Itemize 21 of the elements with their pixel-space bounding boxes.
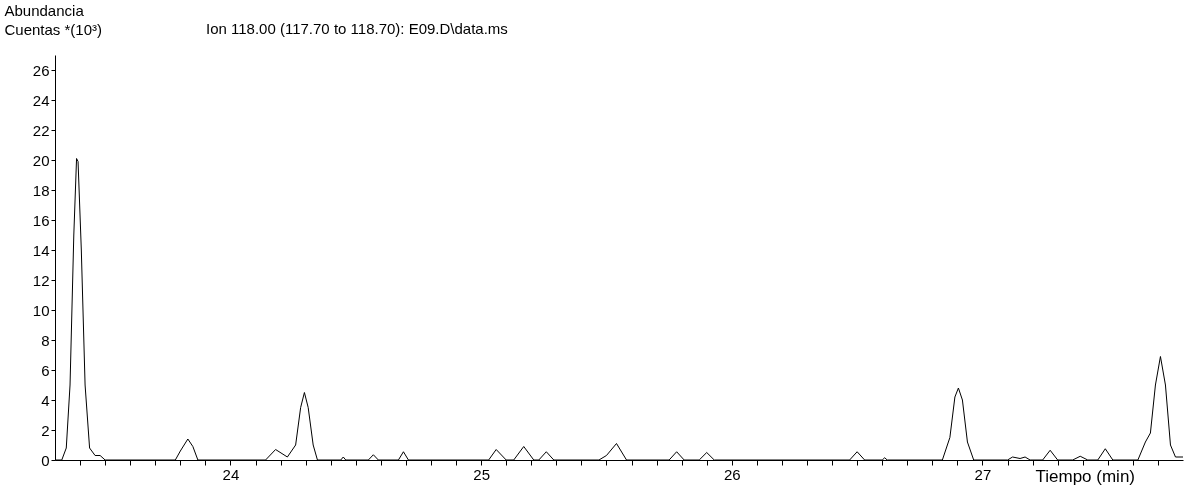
y-tick-label: 2 xyxy=(41,421,50,439)
y-tick-label: 0 xyxy=(41,451,50,469)
y-tick-label: 4 xyxy=(41,391,50,409)
y-tick-label: 20 xyxy=(32,151,50,169)
x-tick-label: 25 xyxy=(473,465,490,483)
y-axis-title: Abundancia Cuentas *(10³) xyxy=(4,1,103,38)
y-tick-label: 16 xyxy=(32,211,50,229)
x-axis-title: Tiempo (min) xyxy=(1035,466,1135,486)
y-tick-label: 12 xyxy=(32,271,50,289)
y-tick-label: 10 xyxy=(32,301,50,319)
y-tick-label: 6 xyxy=(41,361,50,379)
x-tick-label: 27 xyxy=(974,465,992,483)
y-tick-label: 22 xyxy=(32,121,50,139)
y-tick-label: 24 xyxy=(32,91,50,109)
chart-title: Ion 118.00 (117.70 to 118.70): E09.D\data.ms xyxy=(206,20,508,37)
x-tick-label: 24 xyxy=(222,465,240,483)
x-tick-label: 26 xyxy=(723,465,741,483)
y-tick-label: 18 xyxy=(32,181,50,199)
y-tick-label: 26 xyxy=(32,61,50,79)
y-tick-label: 14 xyxy=(32,241,50,259)
y-tick-label: 8 xyxy=(41,331,50,349)
